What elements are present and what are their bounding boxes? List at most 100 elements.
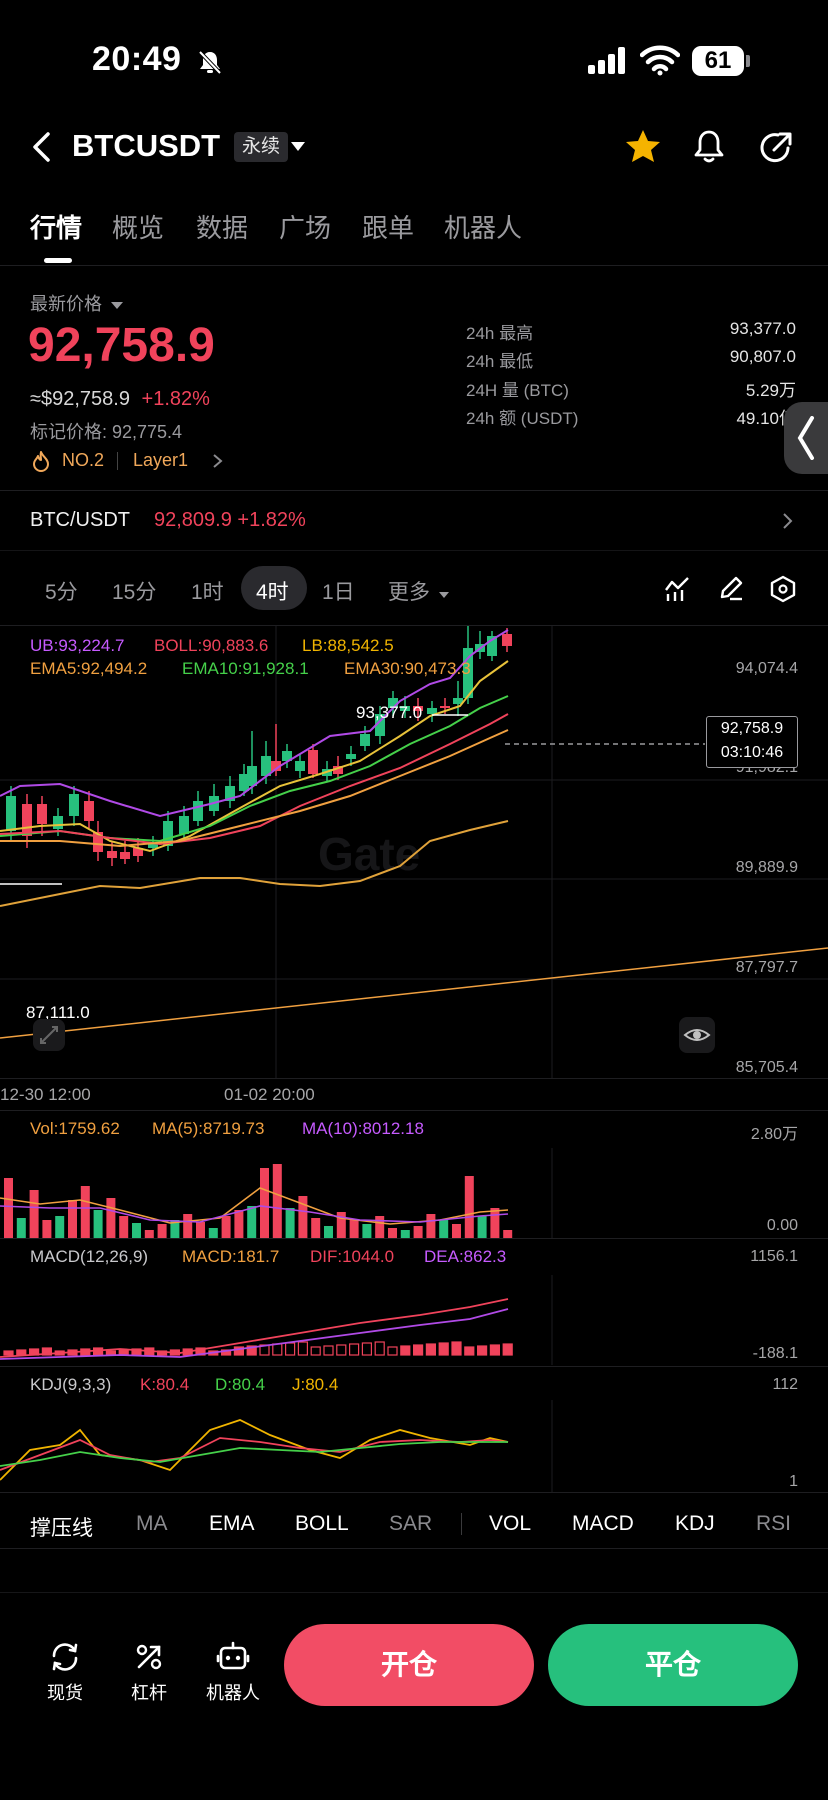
spot-pair-label[interactable]: BTC/USDT bbox=[30, 509, 130, 531]
volume-bar bbox=[132, 1223, 141, 1238]
indicator-icon[interactable] bbox=[664, 576, 690, 602]
volume-bar bbox=[29, 1190, 39, 1238]
volume-bar bbox=[4, 1178, 13, 1238]
volume-bar bbox=[413, 1226, 423, 1238]
interval-15m[interactable]: 15分 bbox=[112, 581, 157, 604]
volume-bar bbox=[464, 1176, 474, 1238]
fullscreen-icon[interactable] bbox=[32, 1018, 66, 1052]
tab-copy-trading[interactable]: 跟单 bbox=[362, 213, 415, 243]
indicator-tab-rsi[interactable]: RSI bbox=[756, 1512, 792, 1535]
dea-line bbox=[0, 1308, 509, 1360]
dea-value: DEA:862.3 bbox=[424, 1247, 507, 1266]
eye-icon[interactable] bbox=[678, 1016, 716, 1054]
bell-icon[interactable] bbox=[692, 128, 726, 166]
volume-bar bbox=[439, 1220, 449, 1238]
category-tag[interactable]: Layer1 bbox=[133, 450, 189, 470]
chart-top-divider bbox=[0, 625, 828, 626]
vol-ma10-line bbox=[0, 1205, 509, 1223]
candle-body bbox=[502, 634, 512, 646]
nav-spot[interactable]: 现货 bbox=[30, 1640, 100, 1705]
price-axis-tick: 87,797.7 bbox=[735, 959, 798, 976]
nav-leverage[interactable]: 杠杆 bbox=[114, 1640, 184, 1705]
dif-value: DIF:1044.0 bbox=[310, 1247, 395, 1266]
candle-body bbox=[427, 708, 437, 714]
chart-settings-icon[interactable] bbox=[770, 575, 796, 603]
candle-body bbox=[69, 794, 79, 816]
macd-histogram-bar bbox=[41, 1347, 53, 1356]
macd-histogram-bar bbox=[285, 1342, 296, 1356]
macd-chart bbox=[0, 1275, 553, 1365]
open-position-button[interactable]: 开仓 bbox=[284, 1624, 534, 1706]
candlestick-chart[interactable]: Gate bbox=[0, 626, 828, 1078]
last-price-label[interactable]: 最新价格 bbox=[30, 290, 124, 316]
trendline[interactable] bbox=[0, 947, 828, 1039]
volume-bar bbox=[452, 1224, 461, 1238]
indicator-tab-vol[interactable]: VOL bbox=[489, 1512, 532, 1535]
macd-histogram-bar bbox=[297, 1341, 308, 1356]
macd-histogram-bar bbox=[336, 1344, 347, 1356]
stat-low-label: 24h 最低 bbox=[466, 352, 534, 371]
tab-square[interactable]: 广场 bbox=[279, 213, 332, 243]
volume-bar bbox=[490, 1208, 500, 1238]
chart-divider bbox=[0, 1492, 828, 1493]
indicator-tab-support-resistance[interactable]: 撑压线 bbox=[30, 1517, 93, 1540]
current-price-tag: 92,758.9 03:10:46 bbox=[706, 716, 798, 768]
volume-bar bbox=[324, 1226, 333, 1238]
volume-bar bbox=[375, 1216, 385, 1238]
indicator-tab-ema[interactable]: EMA bbox=[209, 1512, 255, 1535]
pencil-draw-icon[interactable] bbox=[718, 575, 744, 601]
candle-body bbox=[53, 816, 63, 829]
macd-histogram-bar bbox=[413, 1344, 424, 1356]
indicator-tab-kdj[interactable]: KDJ bbox=[675, 1512, 715, 1535]
volume-bar bbox=[426, 1214, 436, 1238]
bottom-bar-divider bbox=[0, 1592, 828, 1593]
candle-body bbox=[247, 766, 257, 786]
price-axis-tick: 89,889.9 bbox=[735, 859, 798, 876]
interval-1h[interactable]: 1时 bbox=[191, 581, 224, 604]
tab-market[interactable]: 行情 bbox=[30, 213, 83, 243]
star-icon[interactable] bbox=[624, 128, 662, 164]
volume-bar bbox=[157, 1224, 167, 1238]
volume-bar bbox=[336, 1212, 346, 1238]
caret-down-icon[interactable] bbox=[290, 141, 306, 153]
chevron-right-icon[interactable] bbox=[782, 512, 794, 530]
candle-body bbox=[107, 851, 117, 858]
indicator-tab-macd[interactable]: MACD bbox=[572, 1512, 634, 1535]
ema10-label: EMA10:91,928.1 bbox=[182, 659, 309, 678]
side-panel-handle[interactable] bbox=[784, 402, 828, 474]
back-arrow-icon[interactable] bbox=[28, 130, 54, 164]
macd-histogram-bar bbox=[425, 1343, 436, 1356]
macd-histogram-bar bbox=[16, 1349, 27, 1356]
candle-body bbox=[440, 706, 450, 708]
interval-1d[interactable]: 1日 bbox=[322, 581, 355, 604]
interval-more[interactable]: 更多 bbox=[388, 576, 449, 606]
tab-data[interactable]: 数据 bbox=[196, 213, 249, 243]
tabs-divider bbox=[0, 265, 828, 266]
macd-histogram-bar bbox=[438, 1342, 449, 1356]
high-price-label: 93,377.0 bbox=[356, 703, 423, 722]
volume-bar bbox=[55, 1216, 65, 1238]
boll-label: BOLL:90,883.6 bbox=[154, 636, 269, 655]
candle-body bbox=[163, 821, 173, 846]
pair-title[interactable]: BTCUSDT bbox=[72, 128, 221, 163]
tab-bots[interactable]: 机器人 bbox=[444, 213, 523, 243]
tab-overview[interactable]: 概览 bbox=[112, 213, 165, 243]
indicator-tab-sar[interactable]: SAR bbox=[389, 1512, 433, 1535]
volume-bar bbox=[170, 1220, 180, 1238]
macd-histogram-bar bbox=[3, 1350, 14, 1356]
share-icon[interactable] bbox=[758, 130, 794, 166]
volume-bar bbox=[208, 1228, 218, 1238]
candle-body bbox=[239, 774, 249, 791]
nav-leverage-label: 杠杆 bbox=[131, 1683, 167, 1703]
chevron-right-icon[interactable] bbox=[212, 453, 224, 469]
close-position-button[interactable]: 平仓 bbox=[548, 1624, 798, 1706]
candle-body bbox=[400, 706, 410, 711]
kdj-chart bbox=[0, 1400, 553, 1492]
macd-histogram-bar bbox=[374, 1341, 385, 1356]
indicator-tab-ma[interactable]: MA bbox=[136, 1512, 168, 1535]
nav-bot[interactable]: 机器人 bbox=[198, 1640, 268, 1705]
interval-4h[interactable]: 4时 bbox=[256, 581, 289, 604]
interval-5m[interactable]: 5分 bbox=[45, 581, 78, 604]
chart-divider bbox=[0, 1078, 828, 1079]
indicator-tab-boll[interactable]: BOLL bbox=[295, 1512, 349, 1535]
